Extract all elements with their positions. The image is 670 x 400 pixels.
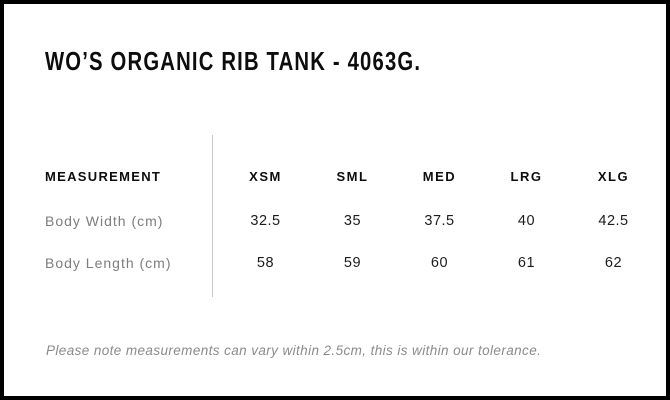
tolerance-note: Please note measurements can vary within… [46,343,542,358]
column-header-med: MED [422,169,457,184]
table-vertical-divider [212,135,213,297]
body-width-lrg-value: 40 [517,213,536,229]
size-chart-header-row: MEASUREMENT XSM SML MED LRG XLG [45,168,657,186]
body-width-xlg-value: 42.5 [598,213,629,229]
table-row-body-length: Body Length (cm) 58 59 60 61 62 [45,254,657,272]
body-length-sml-value: 59 [343,255,362,271]
page-title: WO’S ORGANIC RIB TANK - 4063G. [45,46,422,76]
column-header-measurement: MEASUREMENT [45,169,162,184]
body-width-med-value: 37.5 [424,213,455,229]
row-label-body-width: Body Width (cm) [45,213,164,229]
body-length-xlg-value: 62 [604,255,623,271]
table-row-body-width: Body Width (cm) 32.5 35 37.5 40 42.5 [45,212,657,230]
column-header-xsm: XSM [249,169,282,184]
column-header-xlg: XLG [597,169,630,184]
row-label-body-length: Body Length (cm) [45,255,172,271]
column-header-lrg: LRG [510,169,543,184]
body-width-xsm-value: 32.5 [250,213,281,229]
body-width-sml-value: 35 [343,213,362,229]
body-length-med-value: 60 [430,255,449,271]
column-header-sml: SML [336,169,369,184]
body-length-lrg-value: 61 [517,255,536,271]
body-length-xsm-value: 58 [256,255,275,271]
